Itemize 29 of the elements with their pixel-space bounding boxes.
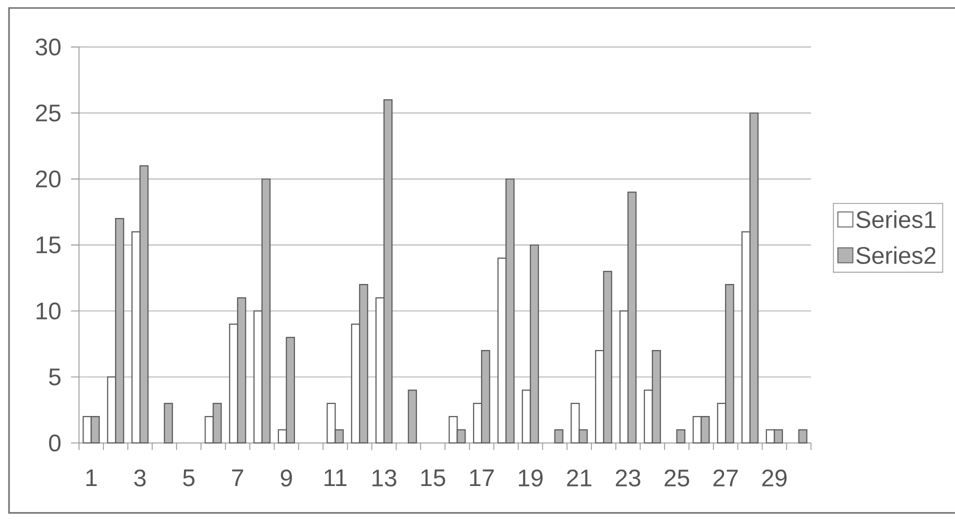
x-tick-label: 9 [280, 470, 292, 487]
x-tick-label: 15 [421, 470, 446, 486]
x-tick-label: 5 [183, 470, 194, 486]
y-tick-label: 0 [49, 434, 61, 452]
bar [554, 429, 564, 444]
y-tick-label: 10 [36, 302, 61, 320]
x-tick-label: 7 [232, 470, 244, 486]
x-tick-label: 25 [664, 470, 690, 487]
legend-label: Series2 [856, 246, 936, 264]
x-tick-label: 27 [713, 470, 738, 486]
bar [408, 390, 417, 444]
x-tick-label: 1 [86, 470, 97, 486]
y-tick-label: 30 [36, 38, 61, 56]
y-tick-label: 15 [36, 236, 60, 254]
x-tick-label: 13 [372, 470, 396, 487]
y-tick-label: 5 [49, 368, 60, 386]
x-tick-label: 3 [134, 470, 146, 487]
bar [676, 429, 686, 444]
x-tick-label: 17 [470, 470, 494, 486]
x-tick-label: 23 [616, 470, 640, 487]
x-tick-label: 29 [762, 470, 787, 487]
y-tick-label: 20 [36, 170, 61, 188]
bar [164, 402, 173, 444]
x-tick-label: 11 [324, 470, 346, 486]
y-tick-label: 25 [36, 104, 60, 122]
x-tick-label: 21 [567, 470, 592, 486]
bar [798, 429, 808, 444]
x-tick-label: 19 [518, 470, 543, 487]
legend-label: Series1 [856, 210, 936, 228]
